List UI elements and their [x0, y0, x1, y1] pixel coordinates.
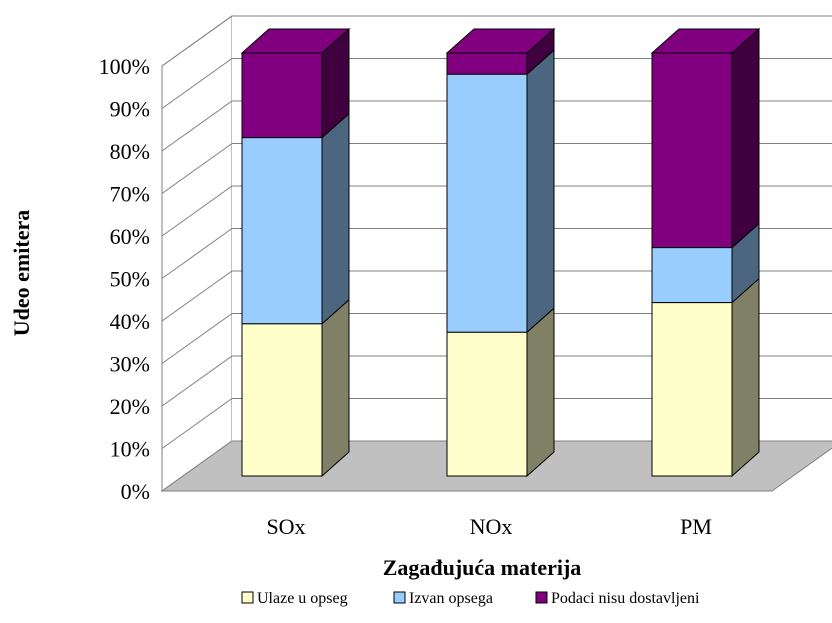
bar-top — [445, 28, 556, 54]
bar-side — [526, 49, 555, 334]
legend-swatch — [241, 591, 254, 604]
y-tick-label: 90% — [110, 97, 150, 122]
legend-label: Ulaze u opseg — [257, 590, 348, 607]
gridline — [161, 15, 832, 67]
bar-front — [446, 52, 528, 75]
bar-front — [446, 331, 528, 477]
y-tick-label: 20% — [110, 394, 150, 419]
bar-segment — [241, 298, 350, 478]
y-tick-label: 100% — [99, 54, 150, 79]
bar-segment — [651, 277, 760, 478]
legend-label: Izvan opsega — [409, 590, 493, 607]
legend-item: Ulaze u opseg — [241, 590, 348, 607]
bars — [240, 27, 761, 478]
x-axis-title: Zagađujuća materija — [383, 555, 582, 580]
gridline — [161, 398, 832, 449]
bar-front — [241, 52, 323, 139]
bar-segment — [241, 112, 350, 325]
legend-label: Podaci nisu dostavljeni — [551, 590, 700, 607]
y-tick-label: 10% — [110, 437, 150, 462]
legend: Ulaze u opseg Izvan opsega Podaci nisu dos… — [241, 590, 700, 607]
bar-side — [321, 112, 350, 325]
x-tick-labels: SOx NOx PM — [266, 514, 711, 539]
bar-side — [731, 27, 760, 249]
x-tick-label: SOx — [266, 514, 305, 539]
legend-item: Podaci nisu dostavljeni — [535, 590, 700, 607]
bar-front — [241, 137, 323, 325]
gridline — [161, 355, 832, 407]
x-tick-label: NOx — [470, 514, 513, 539]
bar-front — [651, 52, 733, 249]
bar-segment — [651, 222, 760, 304]
bar-side — [321, 298, 350, 478]
bar-side — [731, 277, 760, 478]
y-tick-labels: 0% 10% 20% 30% 40% 50% 60% 70% 80% 90% 100% — [99, 54, 150, 504]
gridline — [161, 313, 832, 364]
x-tick-label: PM — [680, 514, 712, 539]
legend-swatch — [393, 591, 406, 604]
bar-front — [446, 73, 528, 333]
y-tick-label: 60% — [110, 224, 150, 249]
y-tick-label: 40% — [110, 309, 150, 334]
y-tick-label: 0% — [121, 479, 150, 504]
y-tick-label: 80% — [110, 139, 150, 164]
gridline — [161, 100, 832, 152]
bar-side — [526, 307, 555, 478]
bar-front — [651, 247, 733, 304]
bar-segment — [446, 49, 555, 334]
bar-segment — [445, 27, 556, 76]
bar-top — [650, 28, 761, 54]
gridline — [161, 58, 832, 109]
bar-segment — [650, 27, 761, 249]
legend-item: Izvan opsega — [393, 590, 493, 607]
y-tick-label: 30% — [110, 352, 150, 377]
y-axis-title: Udeo emitera — [9, 210, 34, 336]
y-tick-label: 50% — [110, 267, 150, 292]
bar-front — [241, 323, 323, 477]
bar-segment — [240, 27, 351, 139]
gridline — [161, 143, 832, 194]
y-tick-label: 70% — [110, 182, 150, 207]
legend-swatch — [535, 591, 548, 604]
bar-front — [651, 302, 733, 477]
gridline — [161, 228, 832, 279]
gridline — [161, 185, 832, 237]
bar-segment — [446, 307, 555, 478]
gridline — [161, 270, 832, 322]
bar-top — [240, 28, 351, 54]
